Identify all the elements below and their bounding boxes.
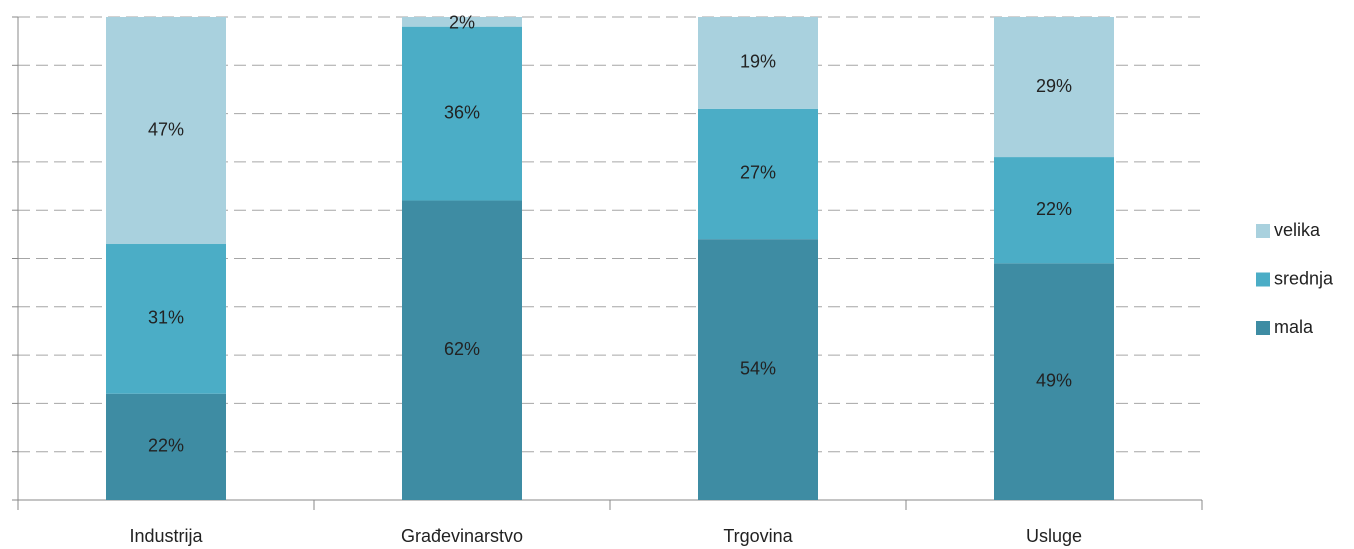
value-label: 22% <box>1036 199 1072 219</box>
legend-swatch <box>1256 272 1270 287</box>
bar-segment <box>698 108 818 240</box>
bar-segment <box>698 17 818 109</box>
bar-segment <box>402 17 522 27</box>
value-label: 49% <box>1036 370 1072 390</box>
x-tick-label: Trgovina <box>723 526 793 546</box>
bar-segment <box>106 244 226 394</box>
value-label: 2% <box>449 13 475 33</box>
legend-label: mala <box>1274 317 1314 337</box>
x-tick-label: Industrija <box>129 526 203 546</box>
value-label: 36% <box>444 102 480 122</box>
bar-segment <box>402 200 522 501</box>
value-label: 29% <box>1036 76 1072 96</box>
bar-segment <box>994 17 1114 158</box>
bar-segment <box>106 17 226 245</box>
bar-segment <box>994 263 1114 500</box>
value-label: 54% <box>740 358 776 378</box>
legend-label: velika <box>1274 220 1321 240</box>
legend-label: srednja <box>1274 268 1334 288</box>
x-tick-label: Građevinarstvo <box>401 526 523 546</box>
value-label: 19% <box>740 52 776 72</box>
legend-swatch <box>1256 224 1270 238</box>
value-label: 31% <box>148 308 184 328</box>
bar-segment <box>402 26 522 201</box>
value-label: 62% <box>444 339 480 359</box>
value-label: 27% <box>740 163 776 183</box>
x-tick-label: Usluge <box>1026 526 1082 546</box>
bar-segment <box>698 239 818 500</box>
legend-swatch <box>1256 321 1270 335</box>
value-label: 47% <box>148 119 184 139</box>
bar-segment <box>106 393 226 500</box>
bar-segment <box>994 157 1114 264</box>
value-label: 22% <box>148 436 184 456</box>
